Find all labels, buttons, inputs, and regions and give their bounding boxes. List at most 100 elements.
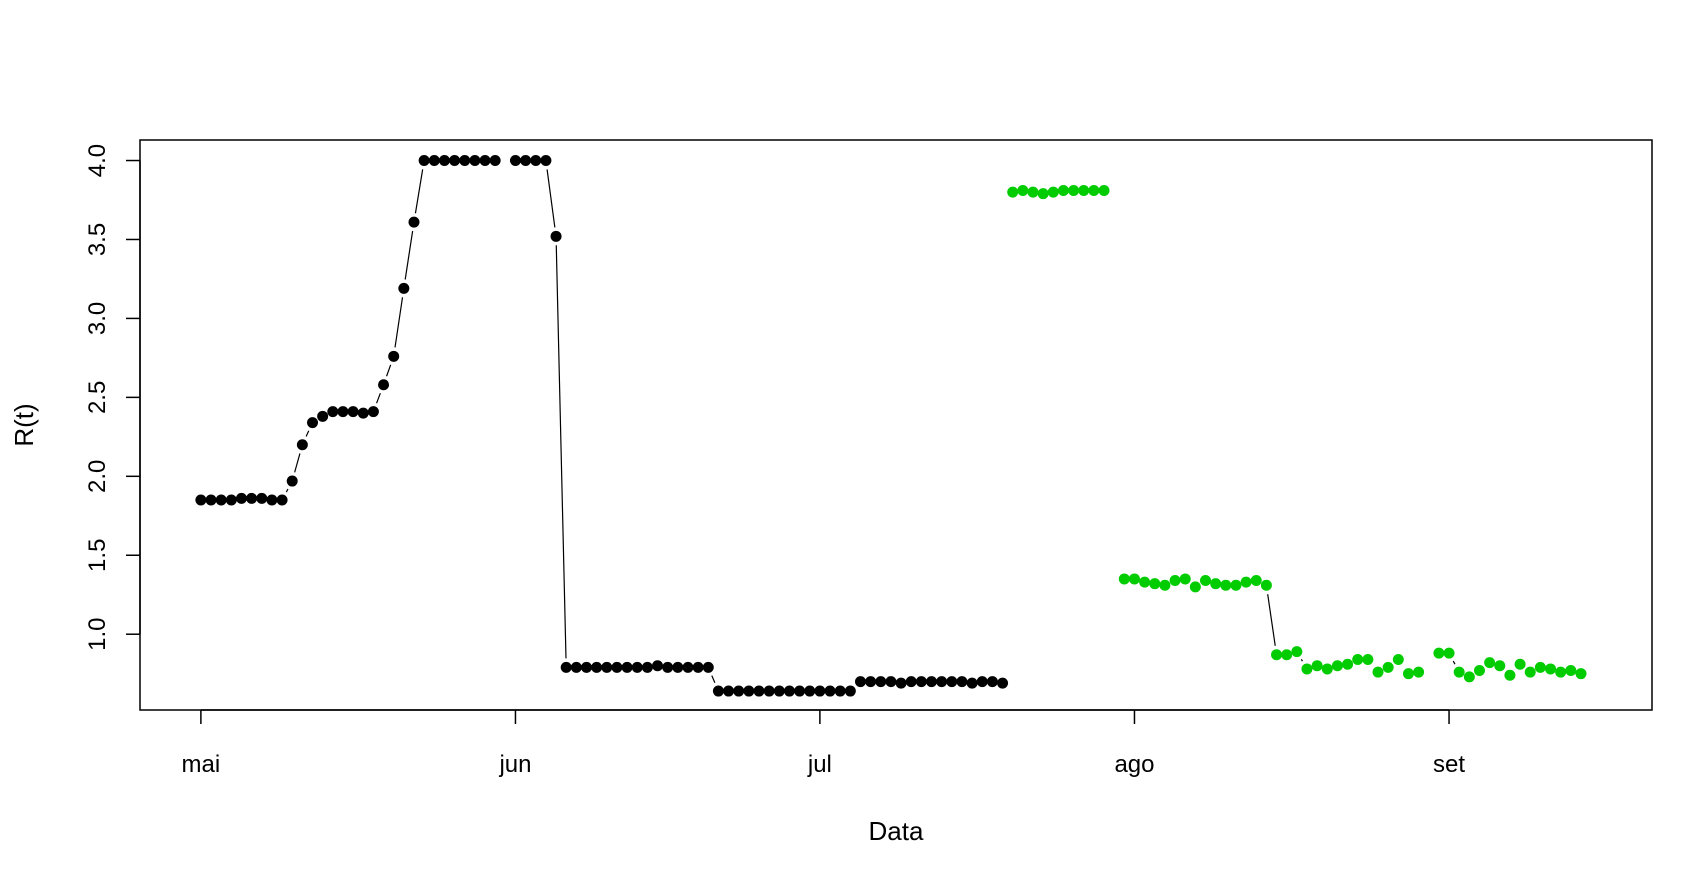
data-point <box>307 417 319 429</box>
data-point <box>1169 575 1181 587</box>
data-point <box>479 155 491 167</box>
data-point <box>1047 186 1059 198</box>
data-point <box>1210 578 1222 590</box>
data-point <box>1392 653 1404 665</box>
data-point <box>997 677 1009 689</box>
data-point <box>611 661 623 673</box>
data-point <box>266 494 278 506</box>
data-point <box>195 494 207 506</box>
data-point <box>367 406 379 418</box>
data-point <box>1453 666 1465 678</box>
series-1 <box>195 155 1009 697</box>
data-point <box>976 676 988 688</box>
data-point <box>936 676 948 688</box>
data-point <box>286 475 298 487</box>
y-tick-label: 3.0 <box>84 302 111 335</box>
data-point <box>1098 185 1110 197</box>
data-point <box>1139 576 1151 588</box>
data-point <box>986 676 998 688</box>
data-point <box>682 661 694 673</box>
data-point <box>1179 573 1191 585</box>
series-segment <box>546 169 556 228</box>
data-point <box>1545 663 1557 675</box>
data-point <box>540 155 552 167</box>
data-point <box>926 676 938 688</box>
data-point <box>702 661 714 673</box>
data-point <box>1200 575 1212 587</box>
data-point <box>296 439 308 451</box>
data-point <box>641 661 653 673</box>
data-point <box>1240 576 1252 588</box>
data-point <box>1149 578 1161 590</box>
data-point <box>378 379 390 391</box>
data-point <box>1463 671 1475 683</box>
data-point <box>591 661 603 673</box>
data-point <box>509 155 521 167</box>
data-point <box>1189 581 1201 593</box>
data-point <box>1362 653 1374 665</box>
data-point <box>1372 666 1384 678</box>
data-point <box>246 492 258 504</box>
data-point <box>1271 649 1283 661</box>
data-point <box>854 676 866 688</box>
data-point <box>814 685 826 697</box>
x-axis: mai jun jul ago set <box>182 709 1465 778</box>
data-point <box>783 685 795 697</box>
data-point <box>712 685 724 697</box>
series-segment <box>386 364 392 377</box>
data-point <box>662 661 674 673</box>
series-segment <box>394 297 404 348</box>
data-point <box>530 155 542 167</box>
data-point <box>276 494 288 506</box>
data-point <box>337 406 349 418</box>
data-point <box>1331 660 1343 672</box>
data-point <box>1301 663 1313 675</box>
series-segment <box>376 392 381 404</box>
data-point <box>773 685 785 697</box>
data-point <box>408 216 420 228</box>
data-point <box>1433 647 1445 659</box>
data-point <box>560 661 572 673</box>
y-tick-label: 4.0 <box>84 144 111 177</box>
data-point <box>834 685 846 697</box>
data-point <box>743 685 755 697</box>
data-point <box>1220 579 1232 591</box>
series-segment <box>1452 660 1456 665</box>
data-point <box>1088 185 1100 197</box>
data-point <box>652 660 664 672</box>
data-point <box>469 155 481 167</box>
data-point <box>570 661 582 673</box>
series-segment <box>285 488 289 493</box>
data-point <box>225 494 237 506</box>
data-point <box>915 676 927 688</box>
data-point <box>520 155 532 167</box>
series-layer <box>195 155 1587 697</box>
data-point <box>1443 647 1455 659</box>
y-tick-label: 2.0 <box>84 460 111 493</box>
data-point <box>723 685 735 697</box>
data-point <box>1118 573 1130 585</box>
data-point <box>631 661 643 673</box>
data-point <box>1230 579 1242 591</box>
data-point <box>1068 185 1080 197</box>
data-point <box>1534 661 1546 673</box>
data-point <box>875 676 887 688</box>
data-point <box>946 676 958 688</box>
series-segment <box>305 430 310 437</box>
data-point <box>1504 669 1516 681</box>
data-point <box>418 155 430 167</box>
data-point <box>1555 666 1567 678</box>
y-tick-label: 1.0 <box>84 618 111 651</box>
data-point <box>256 492 268 504</box>
series-segment <box>555 245 567 659</box>
data-point <box>1250 575 1262 587</box>
data-point <box>601 661 613 673</box>
x-tick-label: jun <box>498 751 531 778</box>
data-point <box>1575 668 1587 680</box>
series-segment <box>414 169 424 214</box>
data-point <box>692 661 704 673</box>
data-point <box>438 155 450 167</box>
y-axis: 1.0 1.5 2.0 2.5 3.0 3.5 4.0 <box>84 144 141 651</box>
